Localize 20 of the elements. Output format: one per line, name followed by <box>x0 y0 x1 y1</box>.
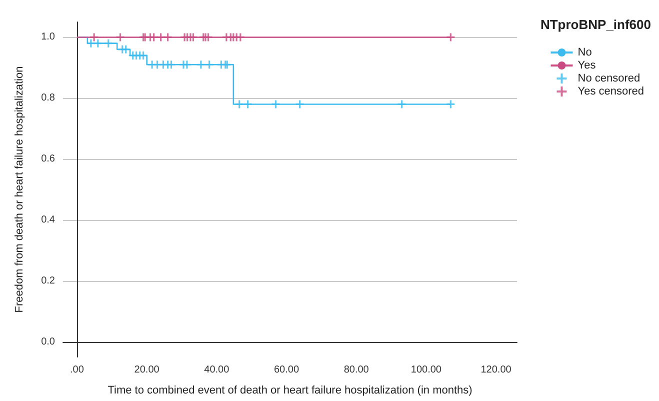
x-tick-label: .00 <box>70 364 84 376</box>
y-tick-label: 0.8 <box>41 92 56 104</box>
x-tick-label: 20.00 <box>134 364 160 376</box>
y-axis-title: Freedom from death or heart failure hospitalization <box>14 66 26 313</box>
x-tick-label: 60.00 <box>274 364 300 376</box>
legend-label: No <box>578 46 592 58</box>
legend-label: Yes <box>578 60 596 72</box>
legend-label: Yes censored <box>578 86 644 98</box>
y-tick-label: 0.6 <box>41 154 56 165</box>
x-tick-label: 120.00 <box>480 364 512 376</box>
y-tick-label: 0.0 <box>41 336 56 348</box>
legend-label: No censored <box>578 72 640 84</box>
x-tick-label: 40.00 <box>204 364 230 376</box>
x-tick-label: 80.00 <box>344 364 370 376</box>
y-tick-label: 1.0 <box>41 32 56 43</box>
legend-title: NTproBNP_inf600 <box>540 17 652 32</box>
x-axis-title: Time to combined event of death or heart failure hospitalization (in months) <box>108 384 472 396</box>
y-tick-label: 0.4 <box>41 214 56 226</box>
x-tick-label: 100.00 <box>410 364 442 376</box>
y-tick-label: 0.2 <box>41 275 56 286</box>
